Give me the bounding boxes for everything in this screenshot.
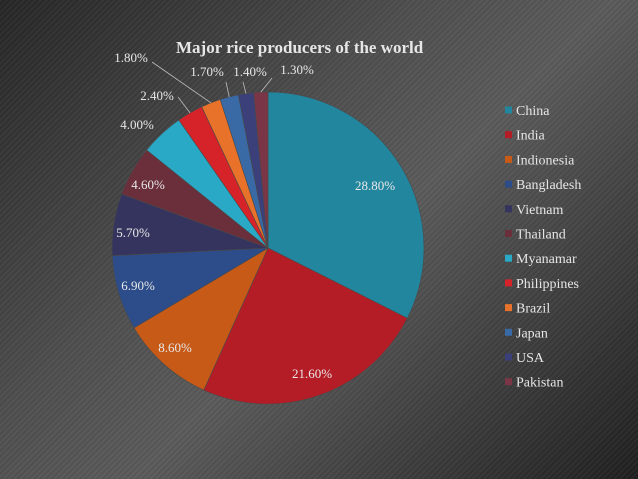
legend-swatch-vietnam xyxy=(505,205,512,213)
pie-slice-india xyxy=(203,247,408,405)
legend: China India Indionesia Bangladesh Vietnam Tha… xyxy=(505,104,581,391)
data-label-brazil: 1.80% xyxy=(114,50,148,65)
legend-swatch-japan xyxy=(505,328,512,336)
leader-line-brazil xyxy=(151,61,212,104)
data-label-india: 21.60% xyxy=(292,366,332,381)
leader-line-philippines xyxy=(177,96,191,114)
data-label-philippines: 2.40% xyxy=(140,88,174,103)
legend-label-bangladesh: Bangladesh xyxy=(516,178,581,193)
pie-slice-china xyxy=(267,91,425,319)
legend-label-japan: Japan xyxy=(516,326,548,341)
legend-label-indionesia: Indionesia xyxy=(516,153,575,168)
leader-line-japan xyxy=(225,81,230,97)
leader-lines xyxy=(151,61,273,114)
data-label-bangladesh: 6.90% xyxy=(121,278,155,293)
pie-slices xyxy=(111,91,425,405)
data-label-myanamar: 4.00% xyxy=(120,117,154,132)
data-label-thailand: 4.60% xyxy=(131,177,165,192)
legend-swatch-pakistan xyxy=(505,378,512,386)
legend-label-usa: USA xyxy=(516,351,545,366)
data-labels: 28.80% 21.60% 8.60% 6.90% 5.70% 4.60% 4.00% 2.4… xyxy=(114,50,395,381)
legend-label-vietnam: Vietnam xyxy=(516,203,563,218)
legend-swatch-usa xyxy=(505,353,512,361)
data-label-pakistan: 1.30% xyxy=(280,62,314,77)
pie-slice-pakistan xyxy=(253,91,269,249)
chart-title: Major rice producers of the world xyxy=(176,38,424,57)
legend-swatch-philippines xyxy=(505,279,512,287)
data-label-japan: 1.70% xyxy=(190,64,224,79)
data-label-china: 28.80% xyxy=(355,178,395,193)
legend-label-philippines: Philippines xyxy=(516,277,579,292)
legend-swatch-bangladesh xyxy=(505,180,512,188)
legend-swatch-india xyxy=(505,131,512,139)
legend-label-pakistan: Pakistan xyxy=(516,376,563,391)
legend-label-china: China xyxy=(516,104,550,119)
pie-slice-indionesia xyxy=(133,247,269,391)
legend-swatch-thailand xyxy=(505,230,512,237)
data-label-vietnam: 5.70% xyxy=(116,225,150,240)
leader-line-pakistan xyxy=(260,77,273,93)
legend-label-brazil: Brazil xyxy=(516,302,550,317)
legend-label-myanamar: Myanamar xyxy=(516,252,577,267)
legend-swatch-myanamar xyxy=(505,254,512,262)
leader-line-usa xyxy=(242,81,247,94)
legend-label-india: India xyxy=(516,129,546,144)
legend-label-thailand: Thailand xyxy=(516,228,566,243)
legend-swatch-china xyxy=(505,106,512,114)
data-label-usa: 1.40% xyxy=(233,64,267,79)
legend-swatch-indionesia xyxy=(505,155,512,163)
data-label-indionesia: 8.60% xyxy=(158,340,192,355)
legend-swatch-brazil xyxy=(505,304,512,312)
